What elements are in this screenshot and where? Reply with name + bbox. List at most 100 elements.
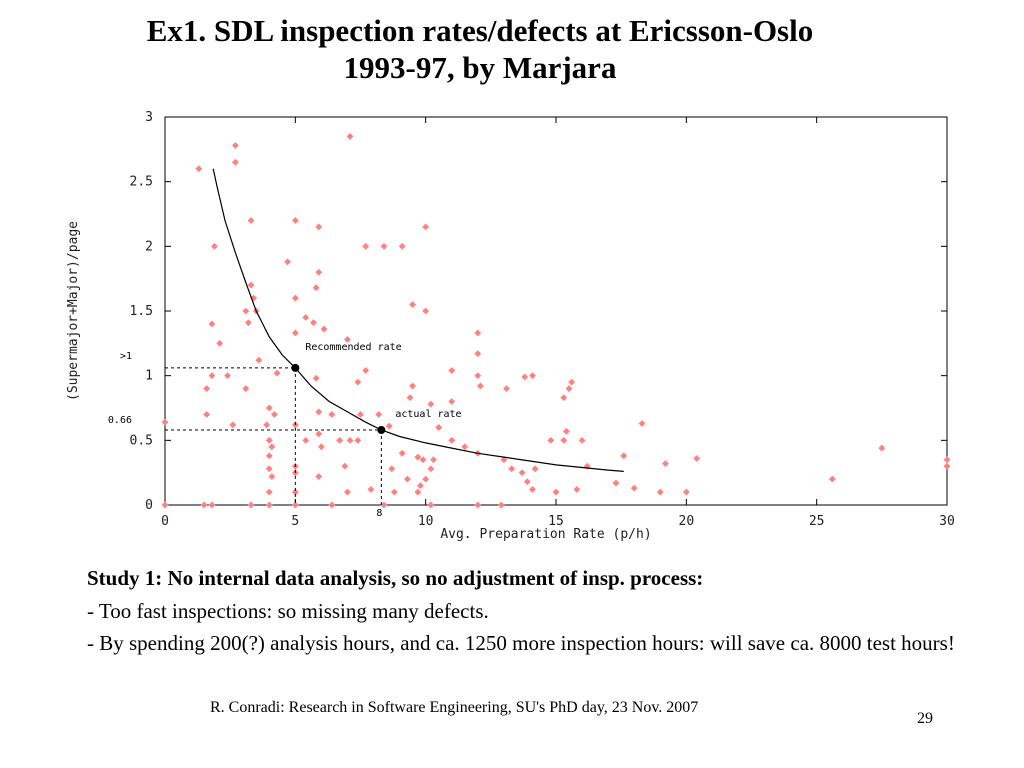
data-point [476, 382, 484, 390]
data-point [474, 329, 482, 337]
data-point [268, 443, 276, 451]
data-point [403, 475, 411, 483]
bullet-too-fast: - Too fast inspections: so missing many … [87, 599, 489, 623]
marker-label: Recommended rate [305, 342, 401, 353]
y-axis-title: (Supermajor+Major)/page [66, 221, 81, 401]
x-tick-label: 30 [939, 514, 955, 529]
data-point [461, 443, 469, 451]
data-point [208, 501, 216, 509]
data-point [315, 473, 323, 480]
data-point [430, 456, 437, 464]
data-point [265, 501, 273, 509]
data-point [328, 411, 336, 418]
marker-label: actual rate [395, 409, 461, 420]
data-point [344, 336, 351, 343]
page-number: 29 [917, 710, 933, 727]
data-point [682, 488, 690, 496]
data-point [638, 420, 646, 427]
data-point [242, 307, 250, 315]
data-point [341, 462, 349, 470]
data-point [315, 223, 323, 231]
data-point [273, 369, 281, 377]
y-tick-label: 2.5 [130, 175, 153, 190]
data-point [568, 378, 576, 386]
data-point [310, 319, 318, 327]
x-axis-title: Avg. Preparation Rate (p/h) [440, 527, 651, 542]
y-tick-label: 1 [145, 369, 153, 384]
slide-title-line1: Ex1. SDL inspection rates/defects at Eri… [146, 13, 814, 48]
data-point [448, 398, 456, 405]
data-point [367, 486, 375, 493]
data-point [414, 488, 422, 496]
data-point [448, 367, 456, 374]
data-point [828, 475, 836, 483]
data-point [354, 378, 362, 386]
data-point [388, 465, 396, 473]
x-tick-label: 20 [679, 514, 695, 529]
data-point [328, 501, 336, 509]
data-point [531, 465, 539, 473]
data-point [552, 488, 560, 496]
data-point [265, 488, 273, 496]
y-tick-label: 0.5 [130, 433, 153, 448]
study-heading: Study 1: No internal data analysis, so n… [87, 566, 704, 590]
data-point [336, 436, 344, 444]
data-point [497, 501, 505, 509]
data-point [284, 258, 291, 266]
data-point [565, 385, 573, 393]
data-point [317, 443, 325, 451]
data-point [422, 223, 430, 231]
x-tick-label: 10 [418, 514, 434, 529]
data-point [231, 142, 239, 149]
data-point [265, 465, 273, 473]
data-point [427, 465, 435, 473]
data-point [229, 421, 237, 429]
y-tick-label: 1.5 [130, 304, 153, 319]
data-point [508, 465, 516, 473]
slide-title: Ex1. SDL inspection rates/defects at Eri… [0, 12, 960, 86]
data-point [409, 301, 417, 308]
data-point [521, 373, 529, 381]
data-point [302, 314, 310, 321]
marker-x-value: 8 [376, 508, 382, 519]
data-point [263, 421, 271, 429]
data-point [943, 462, 951, 470]
data-point [315, 268, 323, 276]
data-point [203, 385, 211, 393]
data-point [943, 456, 951, 464]
data-point [398, 242, 406, 250]
x-tick-label: 15 [548, 514, 564, 529]
data-point [612, 479, 620, 487]
data-point [406, 394, 414, 402]
data-point [242, 385, 250, 393]
data-point [560, 436, 568, 444]
data-point [211, 242, 218, 250]
data-point [414, 453, 422, 461]
data-point [656, 488, 664, 496]
data-point [268, 473, 276, 480]
data-point [247, 217, 255, 224]
data-point [265, 452, 273, 460]
data-point [271, 411, 278, 418]
data-point [380, 501, 388, 509]
data-point [195, 165, 203, 173]
data-point [344, 488, 351, 496]
data-point [291, 294, 299, 302]
plot-frame [164, 116, 948, 506]
data-point [398, 449, 406, 457]
plot-border [164, 116, 948, 506]
slide-title-line2: 1993-97, by Marjara [343, 50, 617, 85]
data-point [693, 455, 701, 462]
data-point [474, 372, 482, 380]
data-point [419, 456, 427, 464]
data-point [523, 478, 531, 486]
data-point [422, 307, 430, 315]
scatter-chart: 0 5 10 15 20 25 30 0 0.5 1 1.5 2 2.5 3 Recommended ra… [66, 110, 955, 542]
data-point [503, 385, 510, 393]
data-point [312, 284, 320, 292]
data-point [427, 501, 435, 509]
data-point [224, 372, 231, 380]
y-tick-label: 0 [145, 498, 153, 513]
marker-dot [291, 363, 300, 372]
data-point [346, 132, 354, 140]
